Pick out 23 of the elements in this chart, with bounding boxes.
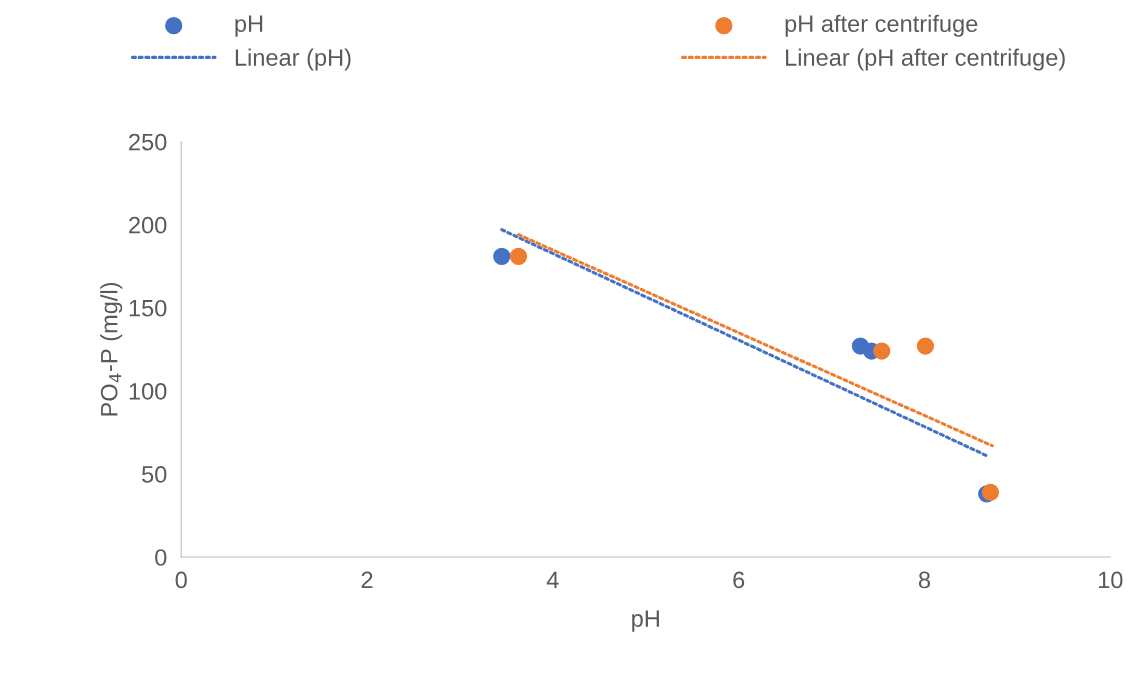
y-tick-label: 250 [129, 133, 167, 151]
y-tick-label: 0 [155, 549, 167, 566]
x-tick-label: 4 [546, 571, 559, 589]
point [916, 337, 935, 355]
y-tick-label: 50 [142, 466, 167, 483]
point [981, 483, 1000, 501]
legend-label: pH after centrifuge [785, 14, 978, 37]
point [493, 247, 511, 265]
point [873, 342, 891, 360]
point [509, 247, 528, 265]
x-tick-label: 0 [175, 571, 187, 589]
legend-label: Linear (pH after centrifuge) [786, 48, 1065, 71]
x-tick-label: 8 [918, 571, 931, 589]
x-tick-label: 2 [361, 571, 373, 589]
legend-label: Linear (pH) [235, 48, 351, 71]
y-tick-label: 150 [129, 299, 167, 317]
y-axis-title: PO$_{4}$-P (mg/l) [100, 282, 123, 416]
x-tick-label: 10 [1098, 571, 1123, 589]
x-axis-title: pH [632, 610, 659, 632]
legend-label: pH [235, 15, 263, 37]
y-tick-label: 100 [129, 382, 167, 400]
x-tick-label: 6 [733, 571, 745, 589]
y-tick-label: 200 [129, 216, 167, 234]
